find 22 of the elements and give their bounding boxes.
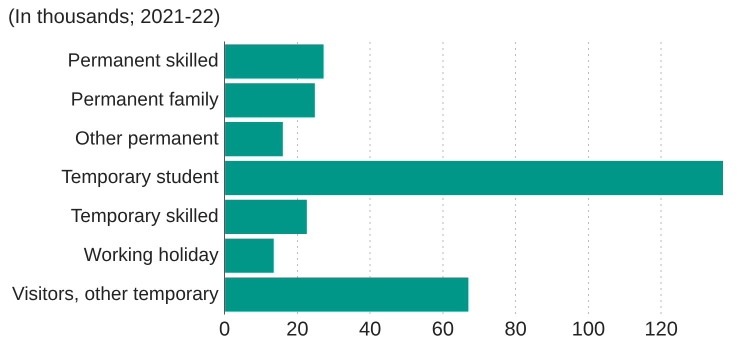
x-tick-label: 100 (572, 318, 606, 341)
chart-title: (In thousands; 2021-22) (8, 6, 220, 29)
y-tick-label: Working holiday (84, 244, 220, 266)
x-tick-label: 40 (359, 318, 382, 341)
bar (225, 277, 468, 312)
y-tick-label: Permanent skilled (68, 50, 219, 72)
y-tick-label: Visitors, other temporary (12, 284, 220, 305)
bar (225, 200, 307, 234)
x-tick-label: 20 (286, 318, 308, 341)
y-tick-label: Other permanent (74, 128, 220, 150)
x-tick-label: 120 (644, 318, 678, 341)
y-tick-label: Temporary student (61, 167, 220, 188)
bar (225, 83, 315, 118)
bar (225, 238, 274, 273)
x-tick-label: 0 (219, 318, 230, 341)
y-tick-label: Permanent family (70, 90, 220, 111)
bar (225, 160, 723, 196)
y-tick-label: Temporary skilled (70, 206, 219, 228)
bar (225, 122, 283, 156)
x-tick-label: 80 (504, 318, 527, 341)
x-tick-label: 60 (432, 318, 454, 341)
bar (225, 44, 324, 79)
